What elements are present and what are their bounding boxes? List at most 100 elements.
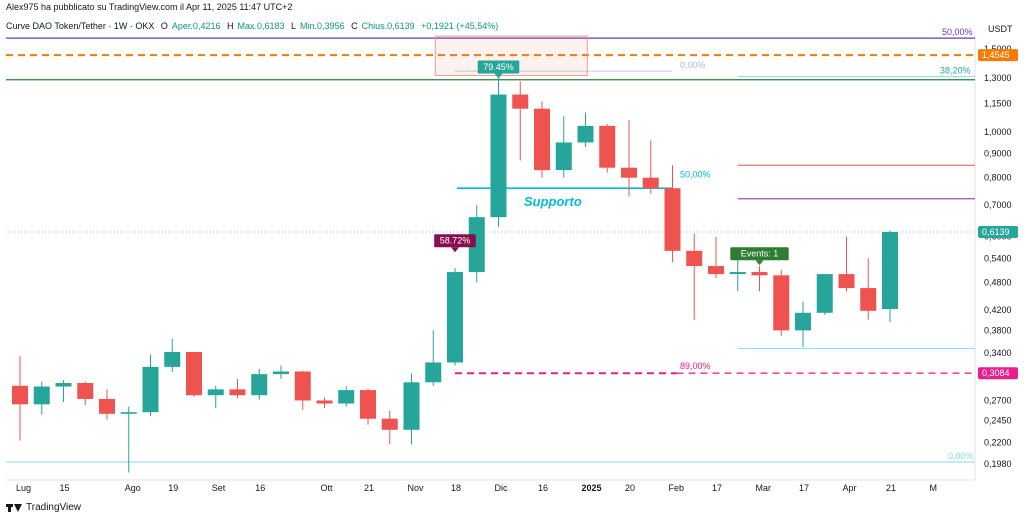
y-tick-label: 0,2700 (984, 395, 1012, 405)
candle-body (708, 266, 724, 275)
candle-body (490, 94, 507, 218)
y-tick-label: 0,4800 (984, 277, 1012, 287)
publisher-text: Alex975 ha pubblicato su TradingView.com… (6, 2, 293, 12)
x-tick-label: 21 (364, 483, 374, 493)
y-tick-label: 0,2200 (984, 437, 1012, 447)
x-tick-label: Nov (408, 483, 425, 493)
fib-label: 38,20% (940, 66, 971, 76)
open-value: Aper.0,4216 (171, 21, 221, 31)
price-tag (978, 49, 1018, 62)
x-tick-label: Set (212, 483, 226, 493)
callout-pointer (451, 247, 459, 253)
candle-body (360, 390, 376, 419)
price-tag-label: 1,4545 (982, 50, 1010, 60)
candle-body (773, 275, 790, 331)
open-label: O (160, 21, 168, 31)
callout-box (434, 234, 476, 248)
x-tick-label: Feb (669, 483, 685, 493)
x-tick-label: Apr (843, 483, 857, 493)
high-value: Max.0,6183 (237, 21, 285, 31)
price-tag-label: 0,3084 (982, 368, 1010, 378)
candle-body (686, 250, 703, 267)
candle-body (142, 366, 159, 413)
callout-box (477, 60, 520, 74)
candle-body (99, 398, 115, 414)
x-tick-label: 17 (712, 483, 722, 493)
price-tag-label: 0,6139 (982, 227, 1010, 237)
y-tick-label: 0,2450 (984, 415, 1012, 425)
candle-body (447, 272, 463, 363)
y-tick-label: 1,3000 (984, 73, 1012, 83)
x-tick-label: Ott (321, 483, 334, 493)
tradingview-logo-icon (6, 503, 22, 513)
candle-body (55, 382, 72, 387)
candle-body (664, 188, 681, 251)
close-label: C (351, 21, 358, 31)
candle-body (273, 371, 289, 375)
x-tick-label: 15 (60, 483, 70, 493)
price-tag (978, 226, 1018, 239)
x-tick-label: 2025 (582, 483, 602, 493)
support-label: Supporto (524, 194, 582, 209)
callout-pointer (494, 73, 503, 79)
callout-label: Events: 1 (741, 249, 779, 259)
candle-body (816, 274, 833, 313)
high-label: H (226, 21, 234, 31)
candle-body (468, 217, 485, 273)
candle-body (860, 288, 877, 311)
candle-body (229, 389, 246, 396)
candle-body (164, 351, 181, 367)
footer: TradingView (6, 502, 81, 513)
candle-body (621, 167, 637, 178)
x-tick-label: Dic (495, 483, 508, 493)
candle-body (555, 142, 572, 171)
x-tick-label: 17 (799, 483, 809, 493)
x-tick-label: 21 (886, 483, 896, 493)
candle-body (316, 400, 333, 404)
y-tick-label: 0,5400 (984, 253, 1012, 263)
candle-body (294, 371, 311, 401)
y-tick-label: 0,8000 (984, 173, 1012, 183)
change-value: +0,1921 (+45,54%) (421, 21, 499, 31)
candle-body (186, 351, 202, 396)
x-tick-label: 18 (451, 483, 461, 493)
fib-label: 50,00% (680, 169, 711, 179)
y-tick-label: 1,0000 (984, 127, 1012, 137)
candle-body (577, 125, 594, 143)
callout-box (730, 247, 789, 261)
low-value: Min.0,3956 (300, 21, 345, 31)
y-tick-label: 0,3400 (984, 348, 1012, 358)
level-label-50-top: 50,00% (942, 27, 973, 37)
x-tick-label: 16 (255, 483, 265, 493)
x-tick-label: M (930, 483, 938, 493)
candle-body (642, 177, 659, 189)
candle-body (425, 362, 442, 383)
y-tick-label: 1,1500 (984, 98, 1012, 108)
y-tick-label: 0,1980 (984, 459, 1012, 469)
candle-body (729, 272, 746, 275)
y-tick-label: 0,9000 (984, 149, 1012, 159)
candle-body (12, 385, 28, 405)
y-tick-label: 1,5000 (984, 44, 1012, 54)
x-tick-label: Ago (125, 483, 141, 493)
candle-body (338, 390, 355, 404)
y-tick-label: 0,4200 (984, 305, 1012, 315)
level-label-89: 89,00% (680, 361, 711, 371)
candle-body (33, 386, 50, 405)
fib-label: 0,00% (680, 60, 706, 70)
candle-body (77, 382, 94, 399)
callout-label: 79.45% (483, 62, 514, 72)
candle-body (795, 312, 811, 331)
brand-name: TradingView (26, 502, 82, 513)
x-tick-label: Mar (756, 483, 772, 493)
y-tick-label: 0,7000 (984, 200, 1012, 210)
x-tick-label: 20 (625, 483, 635, 493)
candle-body (512, 94, 529, 109)
publisher-bar: Alex975 ha pubblicato su TradingView.com… (0, 0, 1024, 14)
candle-body (403, 382, 420, 430)
candle-body (251, 374, 268, 396)
x-tick-label: 19 (168, 483, 178, 493)
candle-body (381, 418, 398, 430)
candle-body (120, 412, 137, 414)
